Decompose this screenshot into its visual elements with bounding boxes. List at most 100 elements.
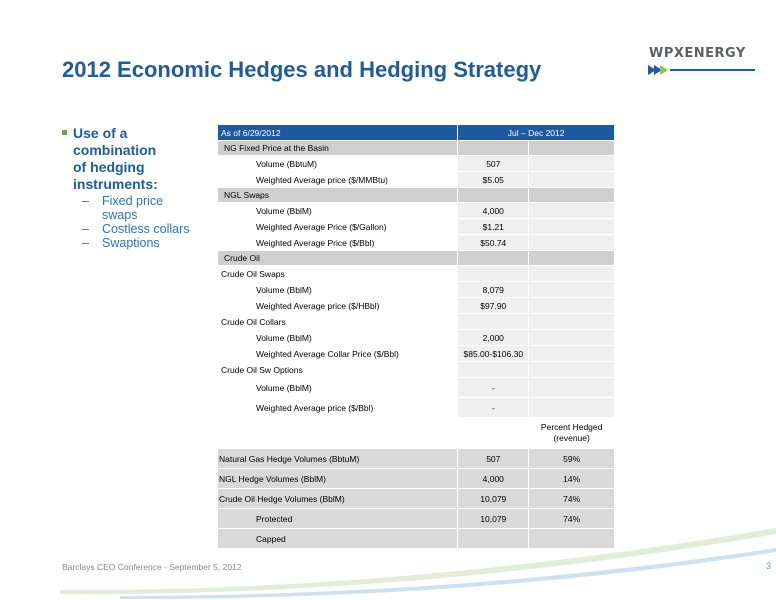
row-percent xyxy=(528,218,615,235)
slide-title: 2012 Economic Hedges and Hedging Strateg… xyxy=(62,57,542,82)
row-percent xyxy=(528,377,615,398)
row-value: 507 xyxy=(457,155,530,172)
table-row: Weighted Average price ($/HBbl) $97.90 xyxy=(216,297,615,314)
row-value xyxy=(457,313,530,330)
row-value: $1.21 xyxy=(457,218,530,235)
bullet-main-line: of hedging xyxy=(73,159,145,175)
table-row: Crude Oil Swaps xyxy=(216,265,615,282)
table-row: Volume (BblM) - xyxy=(216,377,615,398)
header-as-of: As of 6/29/2012 xyxy=(216,124,459,141)
summary-percent: 74% xyxy=(528,488,615,509)
row-value xyxy=(457,250,530,266)
summary-label: NGL Hedge Volumes (BblM) xyxy=(216,468,459,489)
row-value: 2,000 xyxy=(457,329,530,346)
row-label: Weighted Average price ($/HBbl) xyxy=(216,297,459,314)
row-percent xyxy=(528,397,615,418)
row-percent xyxy=(528,361,615,378)
summary-volume: 10,079 xyxy=(457,508,530,529)
bullet-main: Use of a combination of hedging instrume… xyxy=(62,125,212,193)
table-row: Volume (BbtuM) 507 xyxy=(216,155,615,172)
header-period: Jul – Dec 2012 xyxy=(457,124,615,141)
summary-label: Natural Gas Hedge Volumes (BbtuM) xyxy=(216,448,459,469)
row-value xyxy=(457,187,530,203)
table-row: Volume (BblM) 8,079 xyxy=(216,281,615,298)
table-header: As of 6/29/2012 Jul – Dec 2012 xyxy=(216,124,615,141)
row-value: 8,079 xyxy=(457,281,530,298)
row-label: Crude Oil xyxy=(216,250,459,266)
table-row: Crude Oil xyxy=(216,250,615,266)
row-label: Weighted Average price ($/MMBtu) xyxy=(216,171,459,188)
row-label: Weighted Average Collar Price ($/Bbl) xyxy=(216,345,459,362)
summary-volume: 10,079 xyxy=(457,488,530,509)
row-percent xyxy=(528,155,615,172)
bullet-square-icon xyxy=(62,130,67,135)
bullet-main-line: instruments: xyxy=(73,176,158,192)
row-value: $5.05 xyxy=(457,171,530,188)
row-value: $97.90 xyxy=(457,297,530,314)
row-label: Weighted Average Price ($/Gallon) xyxy=(216,218,459,235)
hedge-table: As of 6/29/2012 Jul – Dec 2012 NG Fixed … xyxy=(216,124,615,549)
percent-hedged-header: Percent Hedged (revenue) xyxy=(528,417,615,449)
bullet-list: Use of a combination of hedging instrume… xyxy=(62,125,212,250)
summary-volume: 507 xyxy=(457,448,530,469)
row-percent xyxy=(528,202,615,219)
sub-bullet-line: Swaptions xyxy=(102,236,160,250)
row-percent xyxy=(528,297,615,314)
bullet-main-line: combination xyxy=(73,142,157,158)
table-row: Weighted Average price ($/Bbl) - xyxy=(216,397,615,418)
summary-row: Protected 10,079 74% xyxy=(216,508,615,529)
row-label: Weighted Average price ($/Bbl) xyxy=(216,397,459,418)
decorative-swoosh xyxy=(60,528,776,600)
table-row: Crude Oil Collars xyxy=(216,313,615,330)
table-row: NGL Swaps xyxy=(216,187,615,203)
row-percent xyxy=(528,313,615,330)
row-value: $50.74 xyxy=(457,234,530,251)
row-label: NG Fixed Price at the Basin xyxy=(216,140,459,156)
logo-wordmark: WPXENERGY xyxy=(649,46,746,61)
footer-text: Barclays CEO Conference - September 5, 2… xyxy=(62,562,242,572)
row-value: 4,000 xyxy=(457,202,530,219)
dash-icon: – xyxy=(82,194,89,208)
company-logo: WPXENERGY xyxy=(645,41,757,79)
row-percent xyxy=(528,345,615,362)
row-percent xyxy=(528,234,615,251)
table-row: Volume (BblM) 4,000 xyxy=(216,202,615,219)
sub-bullet-fixed-price: – Fixed price swaps xyxy=(62,194,212,222)
row-label: Volume (BblM) xyxy=(216,377,459,398)
sub-bullet-line: Fixed price xyxy=(102,194,164,208)
summary-row: NGL Hedge Volumes (BblM) 4,000 14% xyxy=(216,468,615,489)
summary-row: Crude Oil Hedge Volumes (BblM) 10,079 74% xyxy=(216,488,615,509)
table-row: Weighted Average Collar Price ($/Bbl) $85… xyxy=(216,345,615,362)
summary-percent: 59% xyxy=(528,448,615,469)
row-label: Volume (BbtuM) xyxy=(216,155,459,172)
sub-bullet-line: Costless collars xyxy=(102,222,190,236)
row-label: Volume (BblM) xyxy=(216,329,459,346)
row-percent xyxy=(528,265,615,282)
row-label: NGL Swaps xyxy=(216,187,459,203)
summary-label: Crude Oil Hedge Volumes (BblM) xyxy=(216,488,459,509)
summary-label: Capped xyxy=(216,528,459,549)
row-percent xyxy=(528,329,615,346)
sub-bullet-collars: – Costless collars xyxy=(62,222,212,236)
row-label: Weighted Average Price ($/Bbl) xyxy=(216,234,459,251)
table-row: NG Fixed Price at the Basin xyxy=(216,140,615,156)
row-label: Volume (BblM) xyxy=(216,281,459,298)
row-value: $85.00-$106.30 xyxy=(457,345,530,362)
summary-volume: 4,000 xyxy=(457,468,530,489)
table-row: Volume (BblM) 2,000 xyxy=(216,329,615,346)
row-value xyxy=(457,140,530,156)
row-value xyxy=(457,361,530,378)
row-percent xyxy=(528,140,615,156)
empty-cell xyxy=(216,417,459,449)
summary-row: Capped xyxy=(216,528,615,549)
empty-cell xyxy=(457,417,530,449)
sub-bullet-line: swaps xyxy=(102,208,138,222)
row-label: Crude Oil Sw Options xyxy=(216,361,459,378)
table-row: Weighted Average Price ($/Gallon) $1.21 xyxy=(216,218,615,235)
table-row: Weighted Average Price ($/Bbl) $50.74 xyxy=(216,234,615,251)
table-row: Weighted Average price ($/MMBtu) $5.05 xyxy=(216,171,615,188)
logo-arrows-icon xyxy=(648,65,755,75)
summary-row: Natural Gas Hedge Volumes (BbtuM) 507 59% xyxy=(216,448,615,469)
page-number: 3 xyxy=(766,561,772,571)
row-percent xyxy=(528,281,615,298)
